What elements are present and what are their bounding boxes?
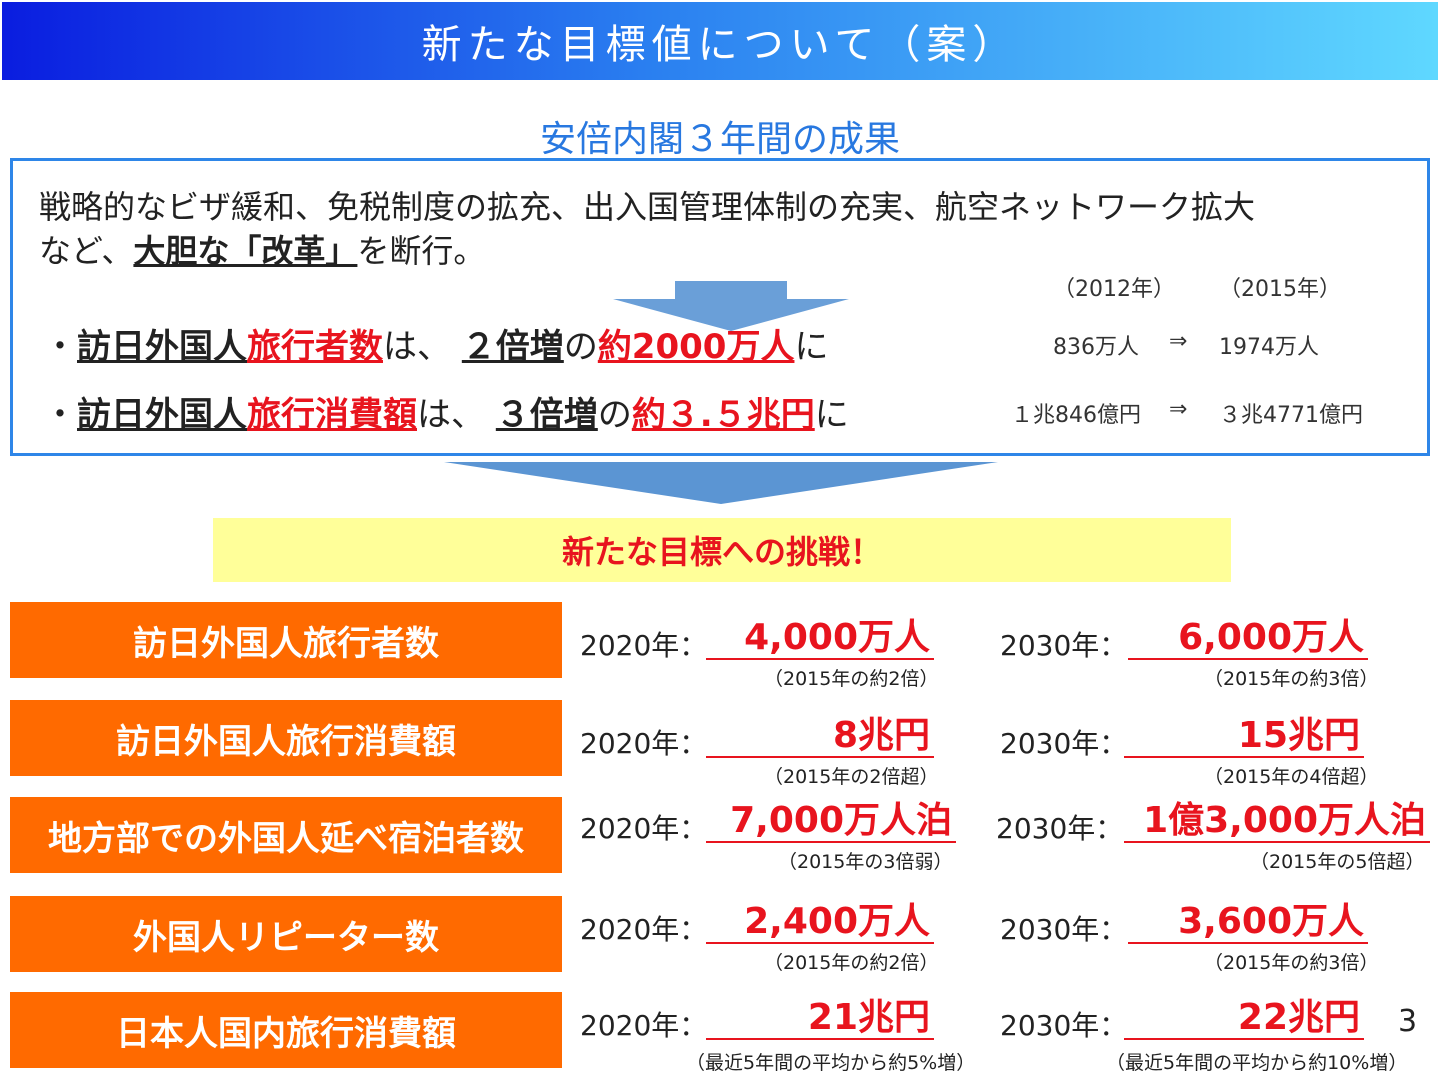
target-row: 訪日外国人旅行消費額 2020年： 8兆円 （2015年の2倍超） 2030年：… bbox=[0, 700, 1440, 790]
target-label: 外国人リピーター数 bbox=[10, 896, 562, 972]
achievements-line2: など、大胆な「改革」を断行。 bbox=[39, 229, 1419, 273]
year-2030-label: 2030年： bbox=[1000, 727, 1128, 760]
stat-visitors-2012: 836万人 bbox=[1053, 335, 1139, 360]
target-row: 外国人リピーター数 2020年： 2,400万人 （2015年の約2倍） 203… bbox=[0, 896, 1440, 986]
achievements-line1: 戦略的なビザ緩和、免税制度の拡充、出入国管理体制の充実、航空ネットワーク拡大 bbox=[39, 188, 1256, 226]
target-2020-value: 7,000万人泊 bbox=[706, 791, 956, 843]
achievements-box: 戦略的なビザ緩和、免税制度の拡充、出入国管理体制の充実、航空ネットワーク拡大 な… bbox=[10, 158, 1430, 456]
target-2030-note: （2015年の5倍超） bbox=[1250, 851, 1425, 873]
stat-visitors-2015: 1974万人 bbox=[1219, 335, 1319, 360]
target-2030-note: （2015年の約3倍） bbox=[1204, 952, 1379, 974]
target-2030-note: （最近5年間の平均から約10%増） bbox=[1106, 1052, 1408, 1074]
year-2020-label: 2020年： bbox=[580, 913, 708, 946]
year-2020-label: 2020年： bbox=[580, 629, 708, 662]
target-2030-note: （2015年の4倍超） bbox=[1204, 766, 1379, 788]
year-2020-label: 2020年： bbox=[580, 1009, 708, 1042]
line2-prefix: など、 bbox=[39, 232, 134, 270]
section-subtitle: 安倍内閣３年間の成果 bbox=[539, 119, 900, 160]
target-2020-note: （2015年の3倍弱） bbox=[778, 851, 953, 873]
target-2030-value: 22兆円 bbox=[1124, 988, 1364, 1040]
page-title: 新たな目標値について（案） bbox=[2, 2, 1438, 80]
target-2020-note: （2015年の約2倍） bbox=[764, 668, 939, 690]
target-2020-value: 21兆円 bbox=[706, 988, 934, 1040]
big-down-arrow-icon bbox=[444, 462, 998, 504]
target-2030-value: 3,600万人 bbox=[1128, 892, 1368, 944]
target-2030-value: 15兆円 bbox=[1124, 706, 1364, 758]
target-label: 訪日外国人旅行者数 bbox=[10, 602, 562, 678]
target-2020-note: （2015年の約2倍） bbox=[764, 952, 939, 974]
year-2012-label: （2012年） bbox=[1053, 277, 1175, 302]
stat-spending-2015: ３兆4771億円 bbox=[1219, 403, 1363, 428]
stat-visitors-arrow: ⇒ bbox=[1169, 329, 1188, 354]
line2-bold: 大胆な「改革」 bbox=[133, 232, 358, 270]
target-2020-value: 8兆円 bbox=[706, 706, 934, 758]
year-2030-label: 2030年： bbox=[996, 812, 1124, 845]
down-arrow-icon bbox=[613, 281, 849, 331]
line2-suffix: を断行。 bbox=[357, 232, 486, 270]
bullet-visitors: ・訪日外国人旅行者数は、 ２倍増の約2000万人に bbox=[43, 327, 829, 367]
year-2030-label: 2030年： bbox=[1000, 629, 1128, 662]
bullet-spending: ・訪日外国人旅行消費額は、 ３倍増の約３.５兆円に bbox=[43, 395, 849, 435]
year-2030-label: 2030年： bbox=[1000, 1009, 1128, 1042]
year-2015-label: （2015年） bbox=[1219, 277, 1341, 302]
target-2020-note: （最近5年間の平均から約5%増） bbox=[686, 1052, 976, 1074]
stat-spending-arrow: ⇒ bbox=[1169, 397, 1188, 422]
year-2020-label: 2020年： bbox=[580, 727, 708, 760]
year-2030-label: 2030年： bbox=[1000, 913, 1128, 946]
page-number: 3 bbox=[1398, 1004, 1418, 1039]
stat-spending-2012: １兆846億円 bbox=[1011, 403, 1141, 428]
target-row: 地方部での外国人延べ宿泊者数 2020年： 7,000万人泊 （2015年の3倍… bbox=[0, 797, 1440, 887]
target-2020-value: 2,400万人 bbox=[706, 892, 934, 944]
target-row: 日本人国内旅行消費額 2020年： 21兆円 （最近5年間の平均から約5%増） … bbox=[0, 992, 1440, 1082]
target-2030-note: （2015年の約3倍） bbox=[1204, 668, 1379, 690]
target-2020-value: 4,000万人 bbox=[706, 608, 934, 660]
year-2020-label: 2020年： bbox=[580, 812, 708, 845]
achievements-text: 戦略的なビザ緩和、免税制度の拡充、出入国管理体制の充実、航空ネットワーク拡大 な… bbox=[39, 185, 1419, 273]
target-label: 地方部での外国人延べ宿泊者数 bbox=[10, 797, 562, 873]
target-label: 日本人国内旅行消費額 bbox=[10, 992, 562, 1068]
challenge-banner: 新たな目標への挑戦！ bbox=[213, 518, 1231, 582]
target-2030-value: 6,000万人 bbox=[1128, 608, 1368, 660]
target-2020-note: （2015年の2倍超） bbox=[764, 766, 939, 788]
target-row: 訪日外国人旅行者数 2020年： 4,000万人 （2015年の約2倍） 203… bbox=[0, 602, 1440, 692]
target-label: 訪日外国人旅行消費額 bbox=[10, 700, 562, 776]
target-2030-value: 1億3,000万人泊 bbox=[1124, 791, 1430, 843]
